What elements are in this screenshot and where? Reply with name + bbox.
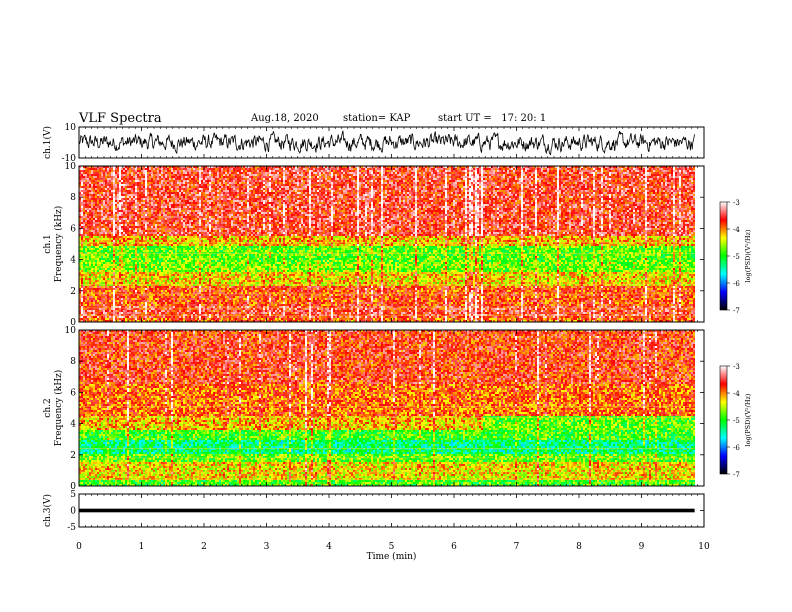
x-tick-label: 3 [264, 542, 270, 552]
ch2-spectrogram-cells [79, 330, 695, 486]
colorbar-tick-label: -4 [733, 226, 740, 234]
y-tick-label: 4 [70, 420, 76, 430]
x-tick-label: 8 [576, 542, 582, 552]
y-tick-label: 8 [70, 357, 76, 367]
y-tick-label: 10 [65, 326, 77, 336]
y-tick-label: 5 [70, 490, 76, 500]
x-tick-label: 10 [698, 542, 710, 552]
x-tick-label: 7 [514, 542, 520, 552]
colorbar-tick-label: -7 [733, 307, 740, 315]
colorbar-tick-label: -4 [733, 390, 740, 398]
ch2-colorbar [720, 366, 727, 474]
x-axis-label: Time (min) [367, 551, 417, 562]
vlf-spectra-figure: VLF Spectra Aug.18, 2020 station= KAP st… [0, 0, 792, 612]
ch1-waveform-series [79, 131, 695, 155]
colorbar-tick-label: -6 [733, 280, 740, 288]
colorbar-tick-label: -6 [733, 444, 740, 452]
colorbar-tick-label: -7 [733, 471, 740, 479]
ch1-waveform-ylabel: ch.1(V) [42, 126, 53, 159]
ch2-spectrogram-ylabel: ch.2Frequency (kHz) [43, 370, 64, 447]
x-tick-label: 6 [451, 542, 457, 552]
y-tick-label: 4 [70, 256, 76, 266]
x-tick-label: 0 [76, 542, 82, 552]
x-tick-label: 4 [326, 542, 332, 552]
y-tick-label: -5 [67, 523, 76, 533]
y-tick-label: 6 [70, 388, 76, 398]
ch1-colorbar [720, 202, 727, 310]
colorbar-tick-label: -5 [733, 417, 740, 425]
y-tick-label: 10 [65, 123, 77, 133]
ch3-waveform-ylabel: ch.3(V) [42, 494, 53, 527]
y-tick-label: 2 [70, 287, 76, 297]
ch1-spectrogram-ylabel: ch.1Frequency (kHz) [43, 206, 64, 283]
x-tick-label: 2 [201, 542, 207, 552]
y-tick-label: 8 [70, 193, 76, 203]
ch2-colorbar-label: log(PSD)(V²/Hz) [744, 393, 752, 446]
ch1-spectrogram-cells [79, 166, 695, 322]
colorbar-tick-label: -3 [733, 363, 740, 371]
y-tick-label: 0 [70, 507, 76, 517]
colorbar-tick-label: -3 [733, 199, 740, 207]
x-tick-label: 1 [139, 542, 145, 552]
x-tick-label: 9 [639, 542, 645, 552]
y-tick-label: 6 [70, 224, 76, 234]
y-tick-label: 2 [70, 451, 76, 461]
colorbar-tick-label: -5 [733, 253, 740, 261]
ch3-waveform-series [79, 509, 695, 513]
ch1-colorbar-label: log(PSD)(V²/Hz) [744, 229, 752, 282]
plot-canvas: 10-10ch.1(V)0246810ch.1Frequency (kHz)-3… [0, 0, 792, 612]
y-tick-label: 10 [65, 162, 77, 172]
x-tick-label: 5 [389, 542, 395, 552]
